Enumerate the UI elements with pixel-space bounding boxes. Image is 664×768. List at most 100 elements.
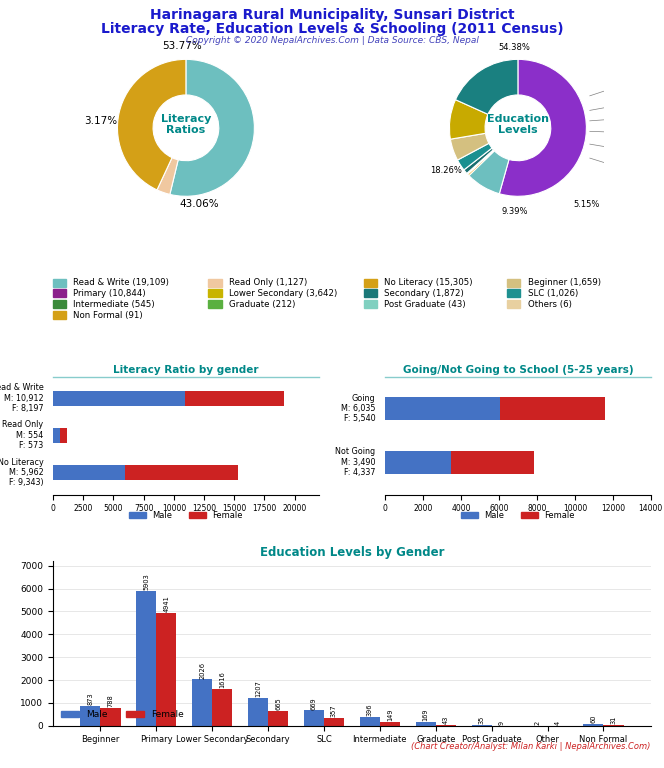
Text: Lower Secondary (3,642): Lower Secondary (3,642) bbox=[229, 289, 337, 298]
Title: Literacy Ratio by gender: Literacy Ratio by gender bbox=[113, 366, 259, 376]
Bar bbox=[125, 465, 238, 480]
Text: 9.39%: 9.39% bbox=[501, 207, 528, 216]
Text: 669: 669 bbox=[311, 697, 317, 710]
Legend: Male, Female: Male, Female bbox=[457, 508, 578, 524]
Text: 31: 31 bbox=[610, 716, 616, 724]
Bar bbox=[436, 725, 456, 726]
Wedge shape bbox=[464, 148, 493, 174]
Bar bbox=[385, 451, 452, 474]
Bar bbox=[304, 710, 324, 726]
Text: Read & Write (19,109): Read & Write (19,109) bbox=[74, 279, 169, 287]
Bar bbox=[507, 300, 521, 309]
Text: 665: 665 bbox=[275, 697, 281, 710]
Wedge shape bbox=[450, 100, 488, 139]
Text: 0.46%: 0.46% bbox=[0, 767, 1, 768]
Text: 0.03%: 0.03% bbox=[0, 767, 1, 768]
Text: Secondary (1,872): Secondary (1,872) bbox=[384, 289, 464, 298]
Text: Post Graduate (43): Post Graduate (43) bbox=[384, 300, 466, 309]
Text: 1207: 1207 bbox=[255, 680, 261, 697]
Bar bbox=[60, 428, 66, 443]
Bar bbox=[53, 300, 66, 309]
Text: 0.22%: 0.22% bbox=[0, 767, 1, 768]
Text: 396: 396 bbox=[367, 703, 373, 716]
Text: No Literacy (15,305): No Literacy (15,305) bbox=[384, 279, 473, 287]
Text: 5903: 5903 bbox=[143, 573, 149, 590]
Text: 53.77%: 53.77% bbox=[163, 41, 203, 51]
Text: 18.26%: 18.26% bbox=[430, 166, 462, 175]
Wedge shape bbox=[467, 150, 494, 174]
Bar bbox=[53, 465, 125, 480]
Bar bbox=[212, 689, 232, 726]
Text: 2: 2 bbox=[535, 720, 540, 725]
Bar bbox=[364, 300, 377, 309]
Text: 2026: 2026 bbox=[199, 661, 205, 679]
Bar bbox=[416, 722, 436, 726]
Text: 1.06%: 1.06% bbox=[0, 767, 1, 768]
Bar bbox=[385, 397, 499, 420]
Bar bbox=[185, 391, 284, 406]
Bar bbox=[507, 279, 521, 287]
Bar bbox=[136, 591, 156, 726]
Text: Literacy Rate, Education Levels & Schooling (2011 Census): Literacy Rate, Education Levels & School… bbox=[101, 22, 563, 35]
Bar bbox=[248, 698, 268, 726]
Text: Harinagara Rural Municipality, Sunsari District: Harinagara Rural Municipality, Sunsari D… bbox=[149, 8, 515, 22]
Text: 3.17%: 3.17% bbox=[84, 117, 117, 127]
Bar bbox=[53, 311, 66, 319]
Wedge shape bbox=[170, 59, 254, 197]
Text: 4: 4 bbox=[554, 720, 560, 725]
Text: 43: 43 bbox=[443, 716, 449, 724]
Bar bbox=[80, 706, 100, 726]
Text: Education
Levels: Education Levels bbox=[487, 114, 549, 135]
Text: Graduate (212): Graduate (212) bbox=[229, 300, 295, 309]
Wedge shape bbox=[467, 150, 495, 176]
Wedge shape bbox=[450, 134, 489, 160]
Bar bbox=[499, 397, 605, 420]
Bar bbox=[192, 680, 212, 726]
Bar bbox=[268, 710, 288, 726]
Wedge shape bbox=[456, 59, 518, 114]
Text: 2.73%: 2.73% bbox=[0, 767, 1, 768]
Bar bbox=[452, 451, 534, 474]
Text: Literacy
Ratios: Literacy Ratios bbox=[161, 114, 211, 135]
Text: (Chart Creator/Analyst: Milan Karki | NepalArchives.Com): (Chart Creator/Analyst: Milan Karki | Ne… bbox=[411, 742, 651, 751]
Bar bbox=[471, 725, 491, 726]
Text: Intermediate (545): Intermediate (545) bbox=[74, 300, 155, 309]
Bar bbox=[100, 708, 121, 726]
Text: Primary (10,844): Primary (10,844) bbox=[74, 289, 146, 298]
Wedge shape bbox=[469, 151, 509, 194]
Wedge shape bbox=[118, 59, 186, 190]
Bar bbox=[360, 717, 380, 726]
Title: Education Levels by Gender: Education Levels by Gender bbox=[260, 545, 444, 558]
Wedge shape bbox=[157, 157, 178, 194]
Bar bbox=[53, 391, 185, 406]
Text: Non Formal (91): Non Formal (91) bbox=[74, 311, 143, 319]
Wedge shape bbox=[499, 59, 586, 197]
Text: 43.06%: 43.06% bbox=[180, 199, 219, 209]
Text: 357: 357 bbox=[331, 704, 337, 717]
Wedge shape bbox=[467, 150, 494, 174]
Text: SLC (1,026): SLC (1,026) bbox=[528, 289, 578, 298]
Text: 169: 169 bbox=[423, 709, 429, 721]
Text: Others (6): Others (6) bbox=[528, 300, 572, 309]
Text: 9: 9 bbox=[499, 720, 505, 725]
Text: 788: 788 bbox=[108, 694, 114, 707]
Title: Going/Not Going to School (5-25 years): Going/Not Going to School (5-25 years) bbox=[402, 366, 633, 376]
Text: Beginner (1,659): Beginner (1,659) bbox=[528, 279, 601, 287]
Text: 149: 149 bbox=[387, 709, 393, 721]
Text: 60: 60 bbox=[590, 715, 596, 723]
Bar bbox=[208, 279, 222, 287]
Bar bbox=[53, 279, 66, 287]
Text: 8.32%: 8.32% bbox=[0, 767, 1, 768]
Text: 873: 873 bbox=[88, 692, 94, 705]
Bar bbox=[324, 717, 344, 726]
Bar bbox=[364, 289, 377, 297]
Bar bbox=[208, 289, 222, 297]
Legend: Male, Female: Male, Female bbox=[125, 508, 246, 524]
Text: 4941: 4941 bbox=[163, 595, 169, 612]
Bar bbox=[364, 279, 377, 287]
Text: 54.38%: 54.38% bbox=[499, 42, 531, 51]
Bar bbox=[208, 300, 222, 309]
Bar bbox=[53, 289, 66, 297]
Wedge shape bbox=[457, 144, 492, 170]
Bar bbox=[583, 724, 604, 726]
